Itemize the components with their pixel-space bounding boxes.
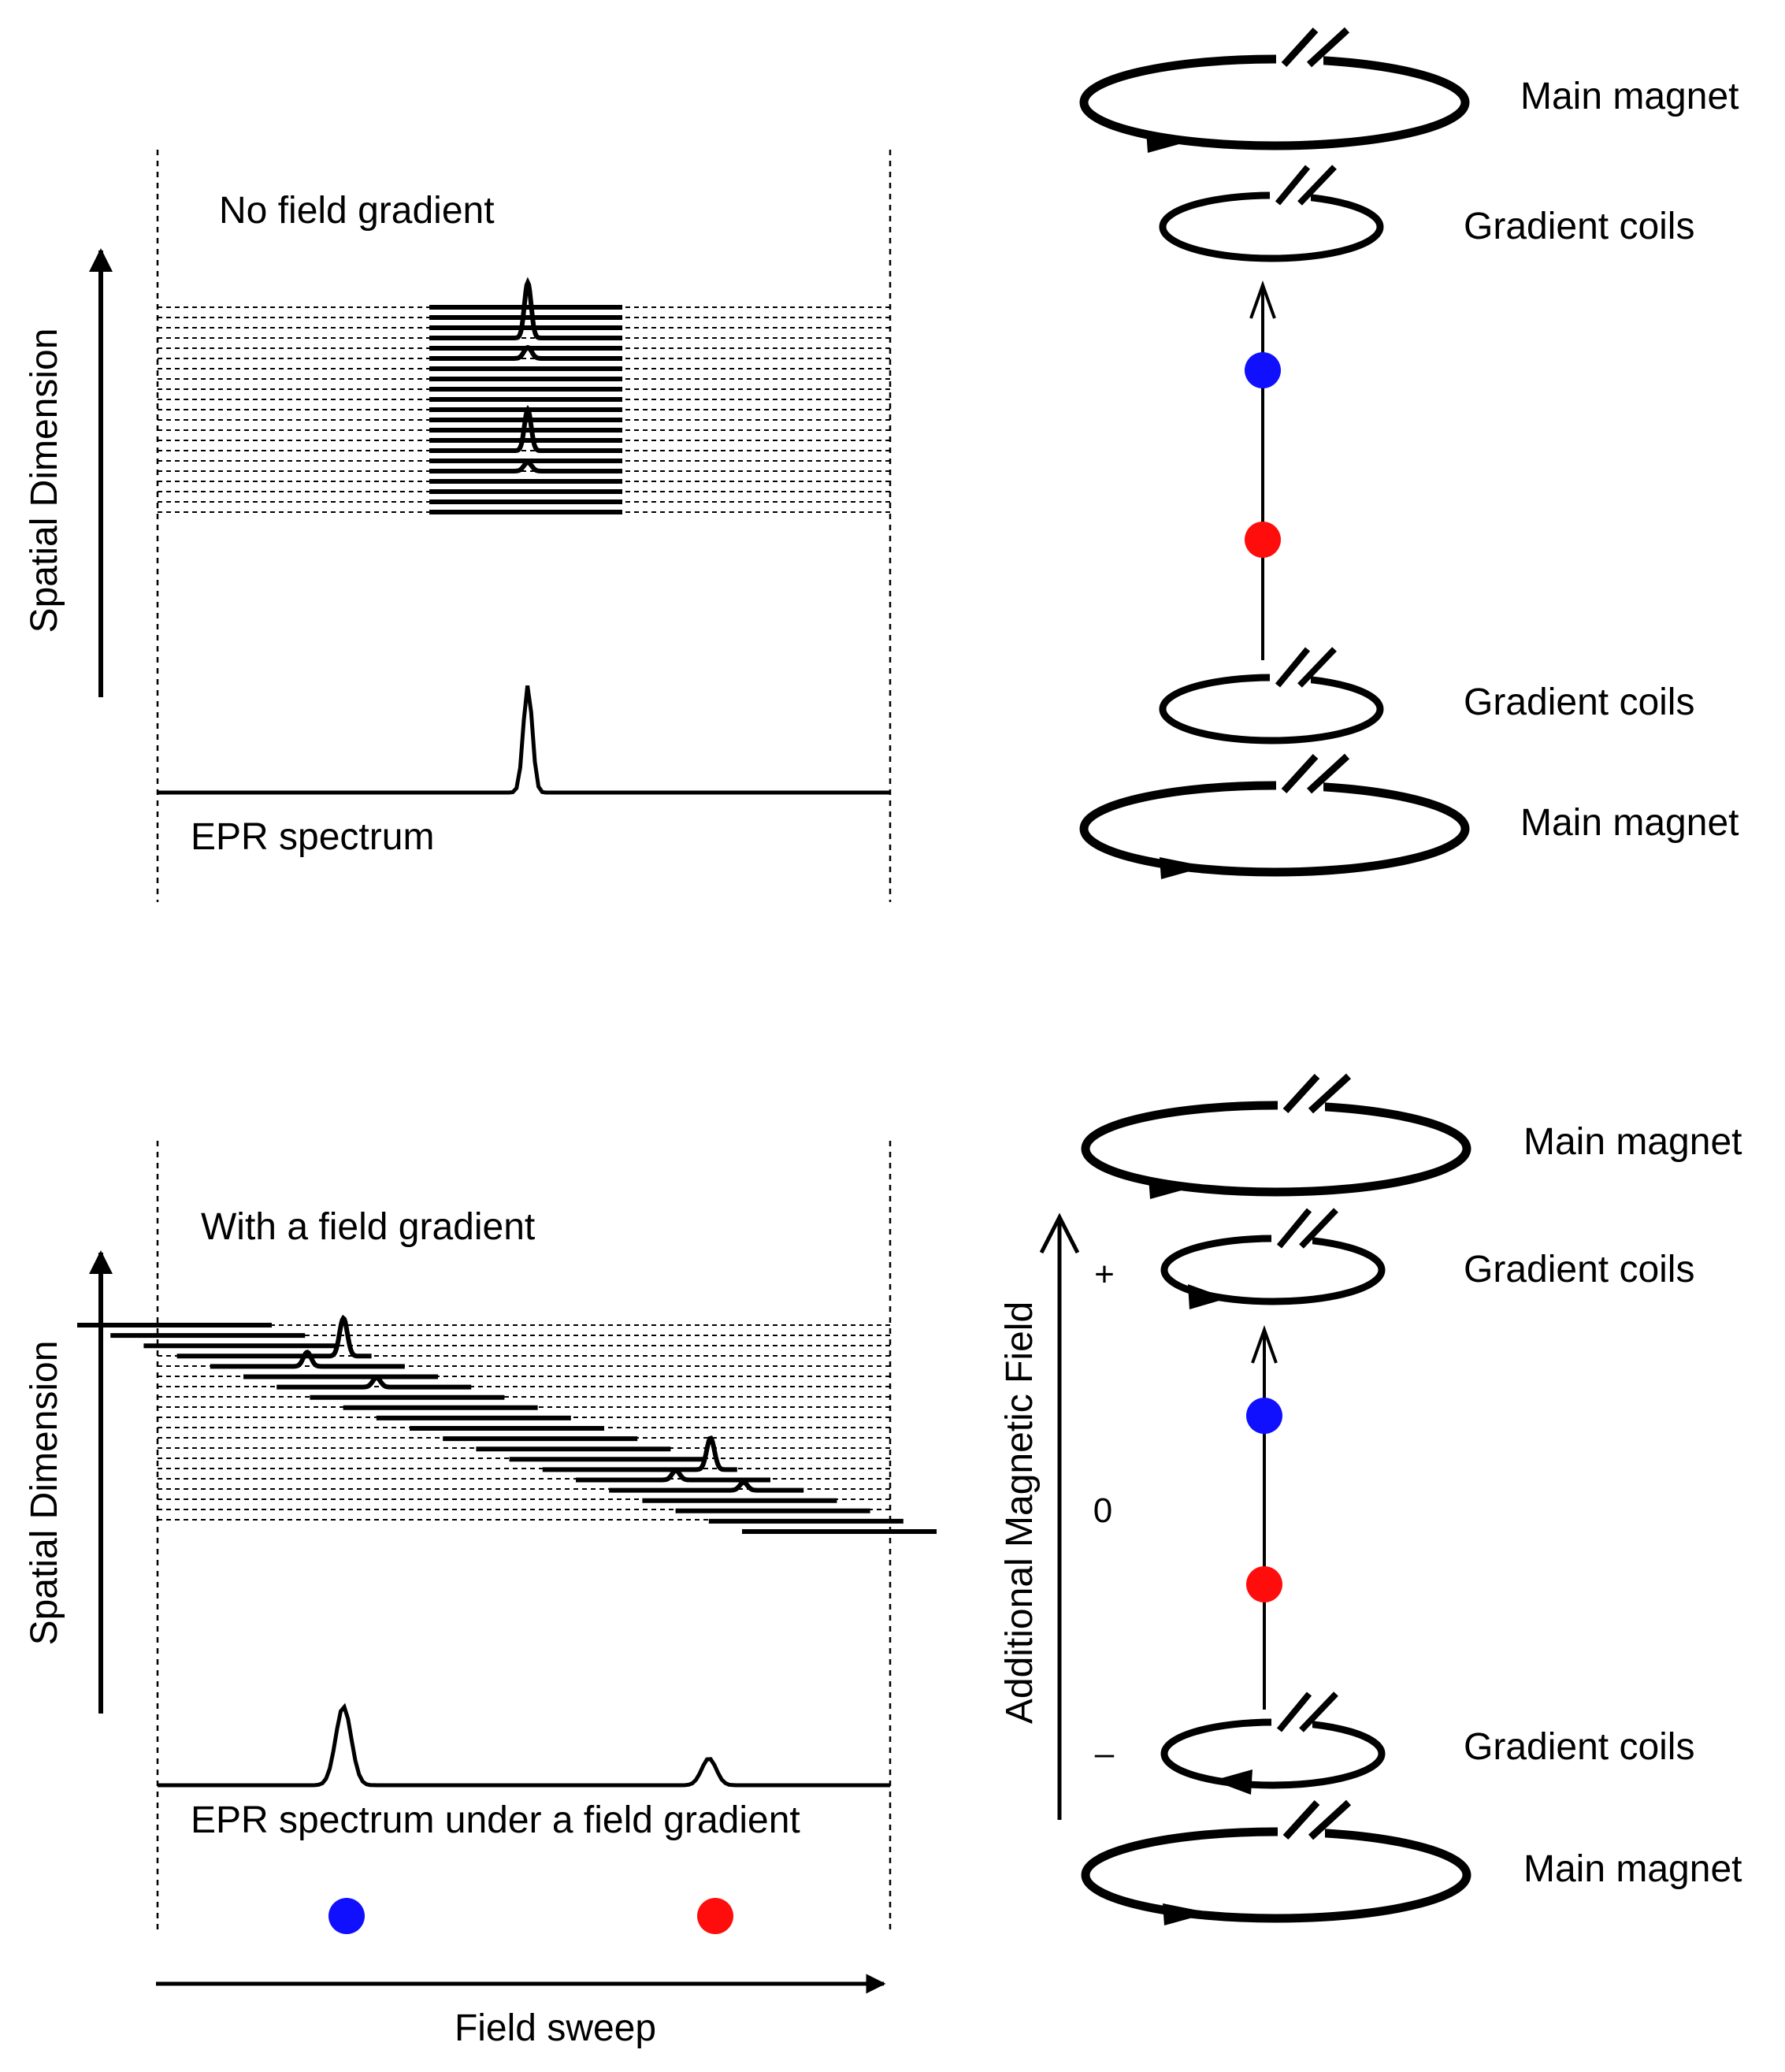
bottom-row-spectrum (210, 1350, 405, 1369)
minus-sign: – (1095, 1734, 1115, 1773)
top-y-axis-label: Spatial Dimension (24, 329, 65, 633)
bottom-lower-main-magnet-label: Main magnet (1523, 1848, 1742, 1890)
bottom-spectra-stack (77, 1314, 937, 1534)
bottom-spectrum-label: EPR spectrum under a field gradient (191, 1799, 800, 1841)
top-lower-gradient-coil-label: Gradient coils (1464, 681, 1694, 723)
field-axis-arrow (1039, 1212, 1080, 1820)
bottom-epr-spectrum (158, 1703, 890, 1788)
bottom-blue-dot (328, 1898, 365, 1934)
bottom-row-spectrum (176, 1314, 372, 1359)
bottom-panel: With a field gradient Spatial Dimension … (24, 1141, 937, 2049)
top-row-spectrum (429, 405, 622, 453)
bottom-magnet-blue-dot (1246, 1398, 1282, 1434)
top-upper-gradient-coil (1159, 165, 1384, 262)
top-spectra-stack (158, 277, 890, 514)
bottom-row-spectrum (609, 1480, 804, 1493)
top-panel-title: No field gradient (219, 190, 495, 232)
top-blue-dot (1245, 352, 1281, 388)
bottom-upper-main-magnet-coil (1081, 1073, 1471, 1199)
zero-label: 0 (1093, 1491, 1112, 1530)
top-lower-main-magnet-label: Main magnet (1520, 802, 1739, 844)
bottom-lower-gradient-coil (1160, 1691, 1386, 1795)
top-lower-main-magnet-coil (1079, 753, 1470, 879)
top-epr-spectrum (158, 685, 890, 795)
top-magnet-assembly: Main magnet Gradient coils Gradient coil… (1079, 27, 1739, 879)
bottom-row-spectrum (576, 1468, 770, 1483)
top-spectrum-label: EPR spectrum (191, 816, 434, 858)
bottom-magnet-assembly: Main magnet Gradient coils Gradient coil… (999, 1073, 1742, 1925)
bottom-row-spectrum (542, 1435, 737, 1472)
top-upper-main-magnet-label: Main magnet (1520, 76, 1739, 117)
bottom-sample-axis-arrow (1251, 1325, 1278, 1710)
field-sweep-label: Field sweep (455, 2007, 656, 2049)
bottom-upper-main-magnet-label: Main magnet (1523, 1121, 1742, 1163)
top-upper-gradient-coil-label: Gradient coils (1464, 206, 1694, 247)
bottom-row-spectrum (276, 1375, 472, 1390)
bottom-panel-title: With a field gradient (201, 1206, 535, 1248)
top-upper-main-magnet-coil (1079, 27, 1470, 153)
plus-sign: + (1094, 1255, 1115, 1294)
top-row-spectrum (429, 277, 622, 340)
bottom-upper-gradient-coil-label: Gradient coils (1464, 1249, 1694, 1290)
top-red-dot (1245, 522, 1281, 558)
top-row-spectrum (429, 459, 622, 473)
bottom-red-dot (697, 1898, 733, 1934)
field-axis-label: Additional Magnetic Field (999, 1301, 1041, 1724)
top-lower-gradient-coil (1159, 647, 1384, 745)
bottom-magnet-red-dot (1246, 1566, 1282, 1602)
top-sample-axis-arrow (1249, 280, 1276, 660)
bottom-lower-gradient-coil-label: Gradient coils (1464, 1726, 1694, 1768)
top-panel: No field gradient Spatial Dimension EPR … (24, 150, 892, 902)
bottom-lower-main-magnet-coil (1081, 1799, 1471, 1925)
bottom-upper-gradient-coil (1160, 1208, 1386, 1309)
top-row-spectrum (429, 344, 622, 361)
bottom-y-axis-label: Spatial Dimension (24, 1341, 65, 1646)
